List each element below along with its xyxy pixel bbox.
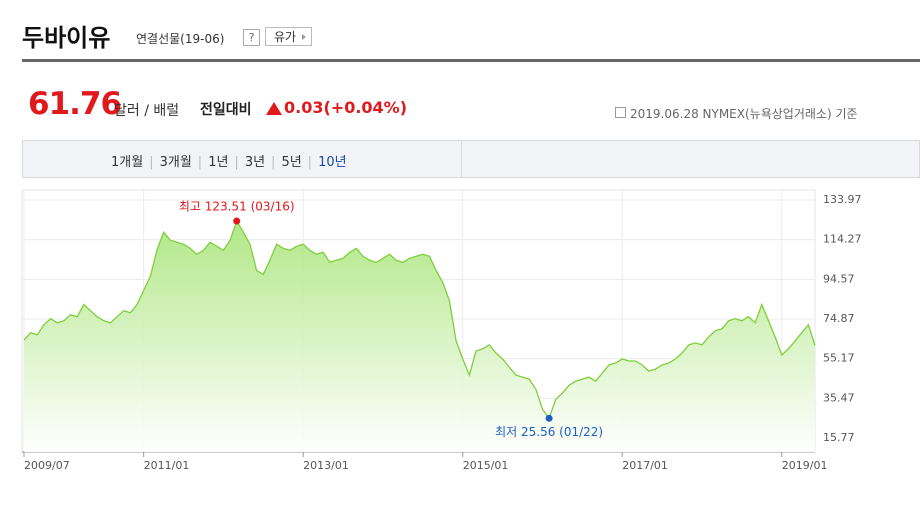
up-arrow: [266, 102, 282, 115]
y-tick-label: 74.87: [823, 312, 855, 325]
period-tab[interactable]: 1년: [208, 155, 229, 170]
title: 두바이유: [22, 24, 111, 52]
y-tick-label: 55.17: [823, 352, 855, 365]
y-tick-label: 114.27: [823, 233, 862, 246]
y-tick-label: 133.97: [823, 193, 862, 206]
line: [23, 219, 816, 420]
arrow: [302, 34, 306, 40]
x-tick-label: 2019/01: [782, 459, 828, 472]
button-label: 유가: [274, 30, 297, 44]
help-icon[interactable]: ?: [243, 29, 260, 46]
x-tick-label: 2013/01: [303, 459, 349, 472]
divider: [22, 59, 920, 62]
annotation: 최저 25.56 (01/22): [495, 425, 603, 439]
category-button[interactable]: 유가: [265, 27, 312, 46]
change-label: 전일대비: [200, 102, 252, 118]
x-tick-label: 2011/01: [144, 459, 190, 472]
calendar-icon: [615, 107, 626, 118]
x-tick-label: 2015/01: [463, 459, 509, 472]
x-tick-label: 2009/07: [24, 459, 70, 472]
tab-separator: |: [271, 155, 276, 170]
extreme-point: [545, 414, 553, 422]
tab-separator: |: [149, 155, 154, 170]
tab-list: 1개월 | 3개월 | 1년 | 3년 | 5년 | 10년: [111, 151, 347, 170]
subtitle: 연결선물(19-06): [136, 32, 225, 46]
extreme-point: [233, 217, 241, 225]
period-tab[interactable]: 3개월: [159, 155, 192, 170]
area: [24, 221, 815, 452]
period-tab[interactable]: 1개월: [111, 155, 144, 170]
price: 61.76: [28, 86, 122, 122]
tab-separator: |: [234, 155, 239, 170]
y-tick-label: 94.57: [823, 272, 855, 285]
tab-separator: |: [307, 155, 313, 170]
annotation: 최고 123.51 (03/16): [179, 200, 295, 214]
period-tab[interactable]: 10년: [318, 155, 347, 170]
y-tick-label: 35.47: [823, 391, 855, 404]
unit: 달러 / 배럴: [114, 103, 180, 119]
source: 2019.06.28 NYMEX(뉴욕상업거래소) 기준: [630, 107, 858, 121]
period-tab[interactable]: 3년: [244, 155, 266, 170]
x-tick-label: 2017/01: [622, 459, 668, 472]
period-tabs: 1개월 | 3개월 | 1년 | 3년 | 5년 | 10년: [22, 140, 920, 178]
change: 0.03(+0.04%): [284, 98, 408, 117]
tab-divider: [461, 141, 462, 177]
y-tick-label: 15.77: [823, 431, 855, 444]
period-tab[interactable]: 5년: [281, 155, 302, 170]
tab-separator: |: [197, 155, 203, 170]
